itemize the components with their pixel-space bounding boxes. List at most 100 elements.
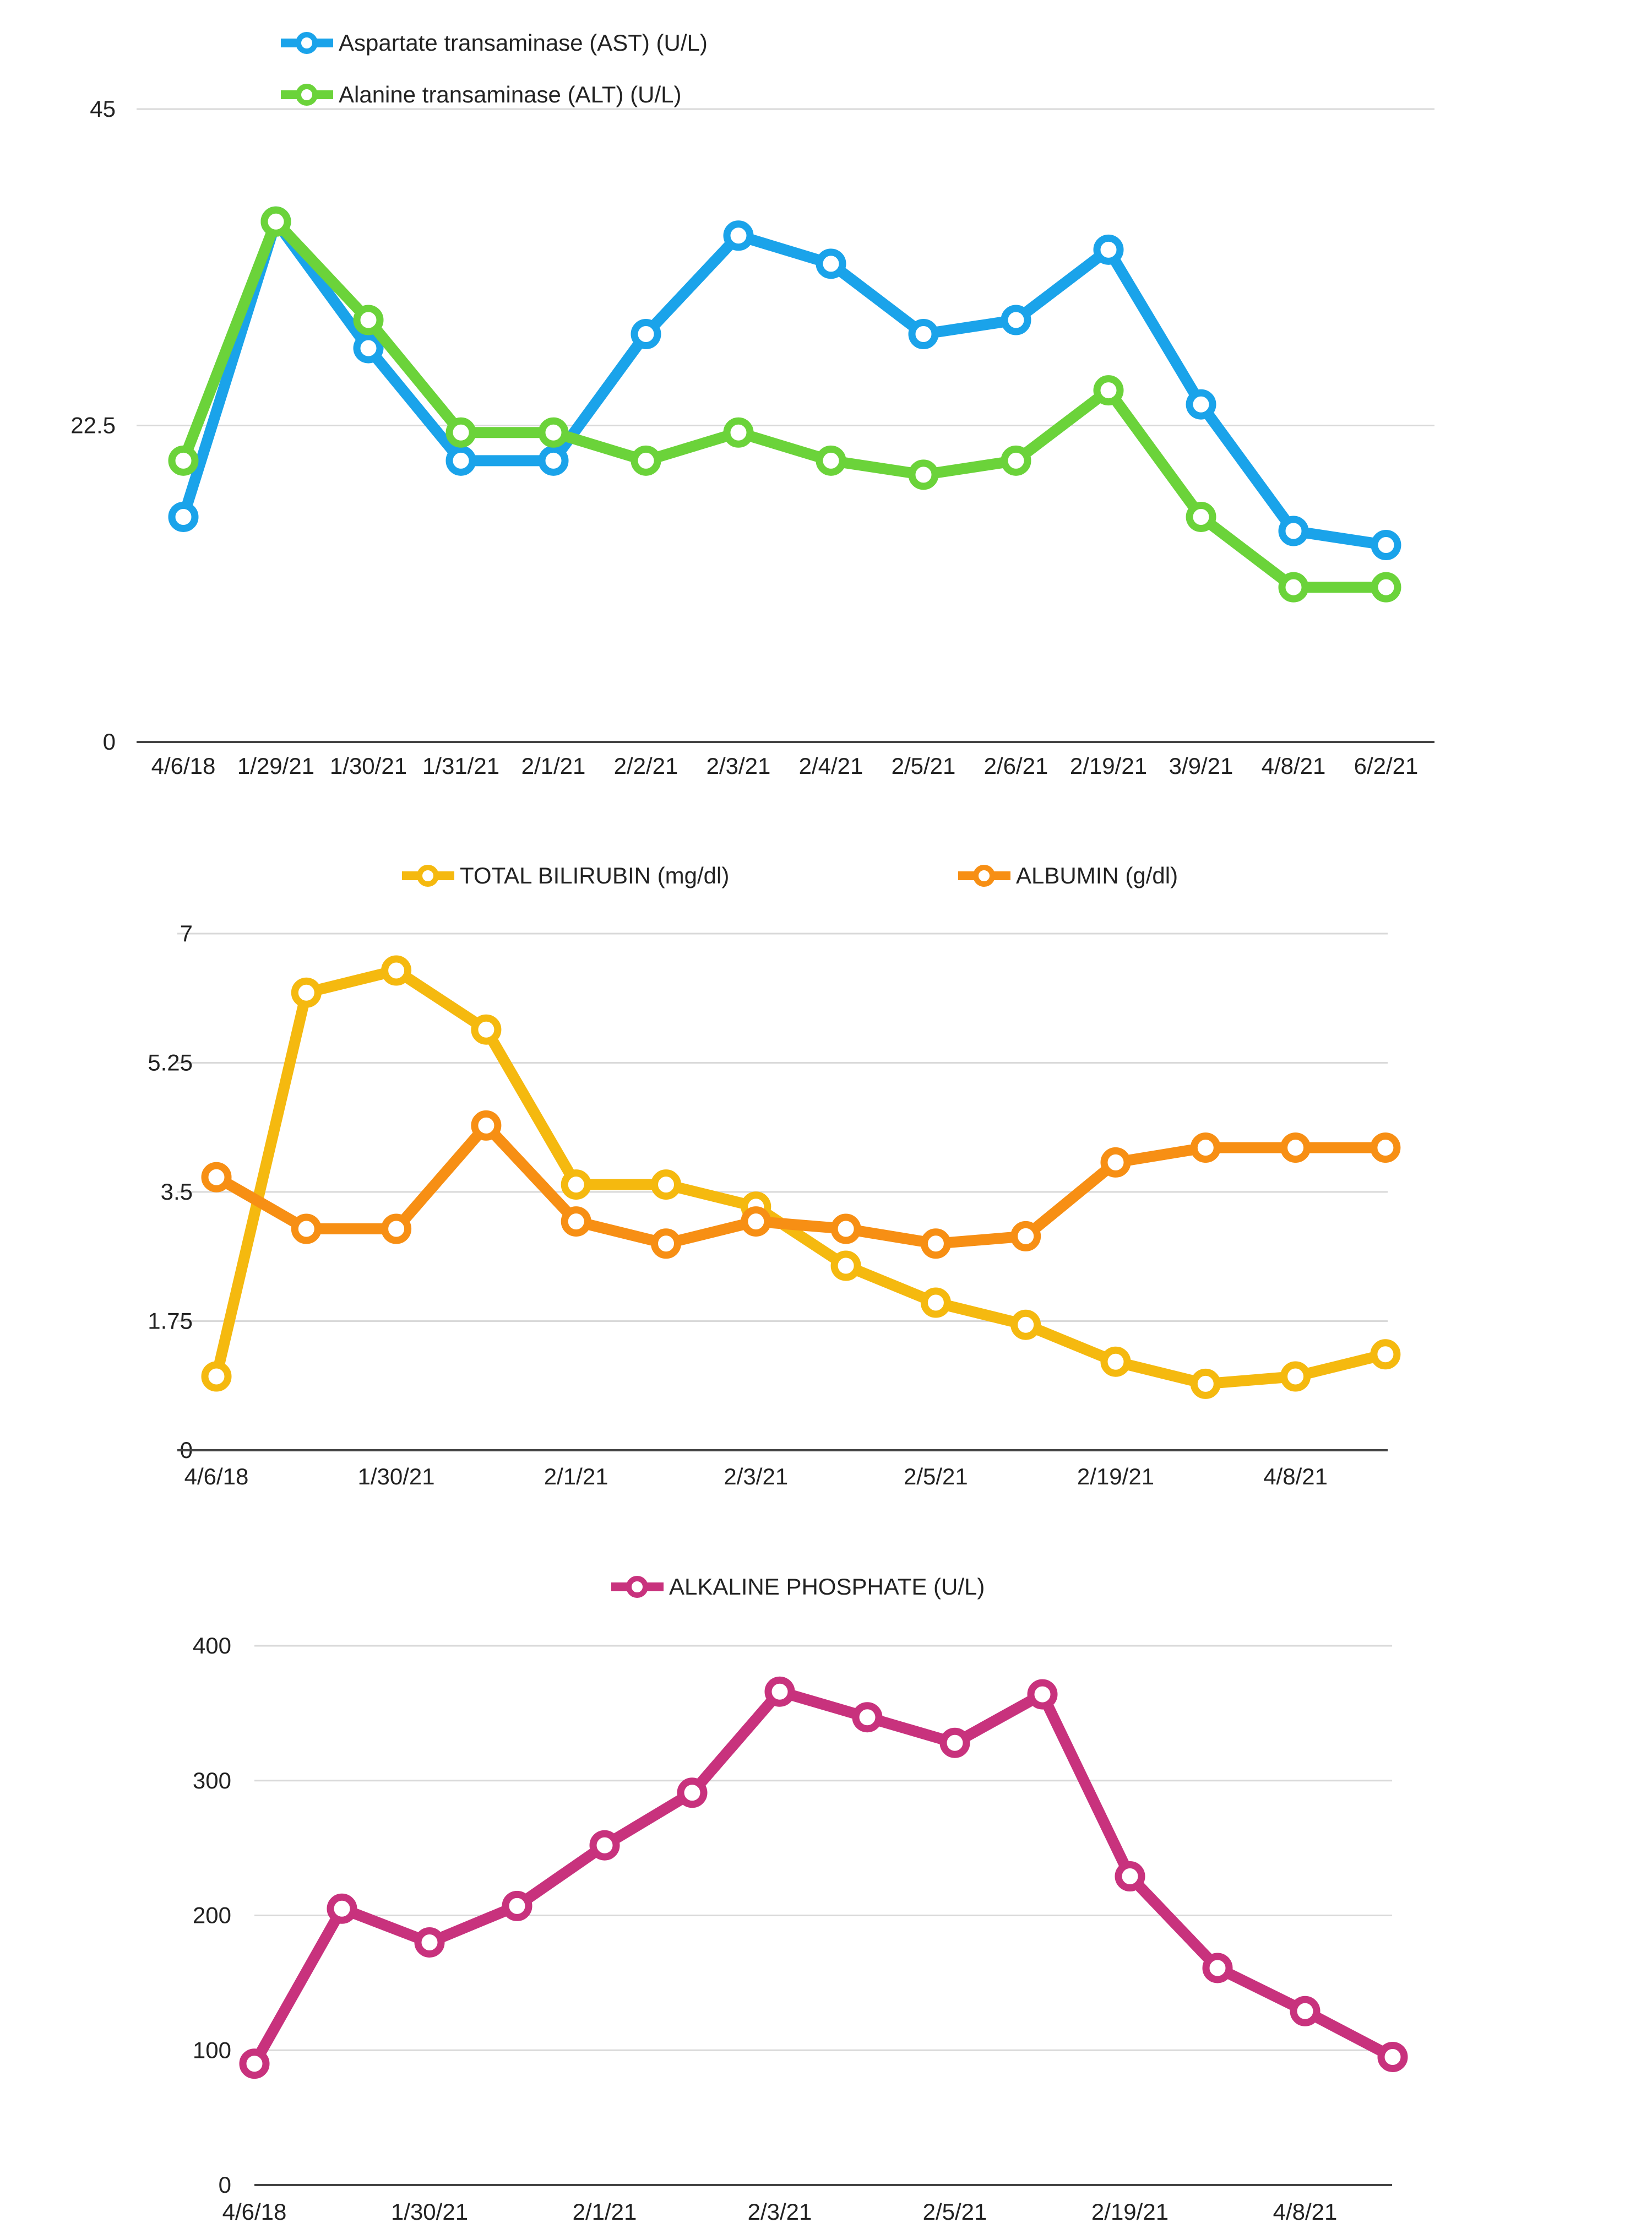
- x-tick-label: 2/5/21: [923, 2199, 987, 2225]
- legend-label: ALBUMIN (g/dl): [1016, 863, 1178, 888]
- data-point: [1280, 1361, 1311, 1392]
- data-point: [1010, 1309, 1041, 1340]
- data-point: [291, 1213, 322, 1244]
- legend-swatch-marker: [417, 865, 439, 887]
- x-tick-label: 1/29/21: [237, 753, 314, 779]
- data-point: [445, 417, 476, 448]
- legend-swatch-marker: [973, 865, 995, 887]
- y-tick-label: 7: [180, 920, 193, 946]
- x-tick-label: 2/1/21: [573, 2199, 637, 2225]
- x-tick-label: 1/30/21: [330, 753, 407, 779]
- x-tick-label: 4/8/21: [1263, 1463, 1328, 1489]
- series-line: [249, 1686, 1398, 2069]
- data-point: [1027, 1679, 1058, 1710]
- data-point: [471, 1014, 502, 1045]
- x-tick-label: 2/3/21: [724, 1463, 788, 1489]
- x-tick-label: 2/5/21: [904, 1463, 968, 1489]
- data-point: [1371, 572, 1401, 603]
- data-point: [1370, 1339, 1401, 1370]
- x-tick-label: 1/30/21: [358, 1463, 435, 1489]
- y-tick-label: 3.5: [161, 1179, 193, 1205]
- data-point: [291, 977, 322, 1008]
- data-point: [1093, 234, 1124, 265]
- data-point: [1100, 1147, 1131, 1178]
- x-tick-label: 2/6/21: [984, 753, 1048, 779]
- data-point: [381, 1213, 412, 1244]
- x-tick-label: 1/31/21: [422, 753, 499, 779]
- data-point: [830, 1213, 861, 1244]
- legend-label: Alanine transaminase (ALT) (U/L): [339, 82, 681, 107]
- x-tick-label: 2/1/21: [521, 753, 586, 779]
- data-point: [1190, 1132, 1221, 1163]
- data-point: [908, 319, 939, 350]
- data-point: [816, 445, 846, 476]
- x-tick-label: 2/5/21: [892, 753, 956, 779]
- data-point: [1001, 445, 1031, 476]
- data-point: [1290, 1996, 1320, 2026]
- data-point: [631, 445, 661, 476]
- data-point: [327, 1893, 357, 1924]
- data-point: [908, 459, 939, 490]
- data-point: [1202, 1953, 1233, 1983]
- series-line: [211, 1120, 1391, 1249]
- data-point: [1371, 530, 1401, 561]
- x-tick-label: 4/8/21: [1262, 753, 1326, 779]
- data-point: [631, 319, 661, 350]
- data-point: [651, 1228, 681, 1259]
- y-tick-label: 45: [90, 96, 116, 122]
- y-tick-label: 300: [193, 1768, 231, 1793]
- data-point: [852, 1702, 883, 1733]
- data-point: [201, 1361, 232, 1392]
- data-point: [939, 1727, 970, 1758]
- x-tick-label: 2/3/21: [748, 2199, 812, 2225]
- data-point: [920, 1228, 951, 1259]
- legend-swatch-marker: [626, 1576, 648, 1598]
- legend-swatch-marker: [296, 84, 318, 106]
- series-line: [211, 965, 1391, 1390]
- data-point: [741, 1206, 771, 1237]
- y-tick-label: 400: [193, 1633, 231, 1658]
- legend-swatch-marker: [296, 32, 318, 54]
- x-tick-label: 2/3/21: [707, 753, 771, 779]
- x-tick-label: 2/19/21: [1070, 753, 1147, 779]
- series-line: [178, 216, 1392, 551]
- data-point: [538, 417, 569, 448]
- x-tick-label: 2/1/21: [544, 1463, 608, 1489]
- data-point: [677, 1777, 708, 1808]
- x-tick-label: 4/8/21: [1273, 2199, 1338, 2225]
- data-point: [201, 1162, 232, 1192]
- data-point: [168, 445, 199, 476]
- alkaline-phosphate-chart: 0 100 200 300 400 4/6/18 1/30/21 2/1/21 2/3/21 2/…: [193, 1574, 1408, 2225]
- data-point: [1186, 501, 1216, 532]
- data-point: [1010, 1221, 1041, 1251]
- data-point: [723, 417, 754, 448]
- y-tick-label: 0: [219, 2172, 231, 2198]
- x-tick-label: 2/19/21: [1077, 1463, 1154, 1489]
- data-point: [1278, 516, 1309, 546]
- data-point: [816, 248, 846, 279]
- data-point: [168, 501, 199, 532]
- data-point: [1370, 1132, 1401, 1163]
- x-tick-label: 2/2/21: [614, 753, 678, 779]
- y-tick-label: 1.75: [148, 1308, 193, 1334]
- data-point: [1100, 1346, 1131, 1377]
- x-tick-label: 2/4/21: [799, 753, 863, 779]
- legend-label: ALKALINE PHOSPHATE (U/L): [669, 1574, 985, 1600]
- data-point: [561, 1169, 591, 1200]
- x-tick-label: 1/30/21: [391, 2199, 468, 2225]
- data-point: [920, 1287, 951, 1318]
- data-point: [561, 1206, 591, 1237]
- data-point: [830, 1250, 861, 1281]
- legend-label: TOTAL BILIRUBIN (mg/dl): [460, 863, 729, 888]
- series-line: [178, 216, 1392, 593]
- data-point: [353, 333, 384, 364]
- x-tick-label: 4/6/18: [151, 753, 216, 779]
- data-point: [1186, 389, 1216, 420]
- data-point: [589, 1830, 620, 1861]
- data-point: [445, 445, 476, 476]
- liver-enzymes-chart: 0 22.5 45 4/6/18 1/29/21 1/30/21 1/31/21 2/1/21…: [70, 30, 1434, 779]
- y-tick-label: 100: [193, 2037, 231, 2063]
- x-tick-label: 4/6/18: [222, 2199, 287, 2225]
